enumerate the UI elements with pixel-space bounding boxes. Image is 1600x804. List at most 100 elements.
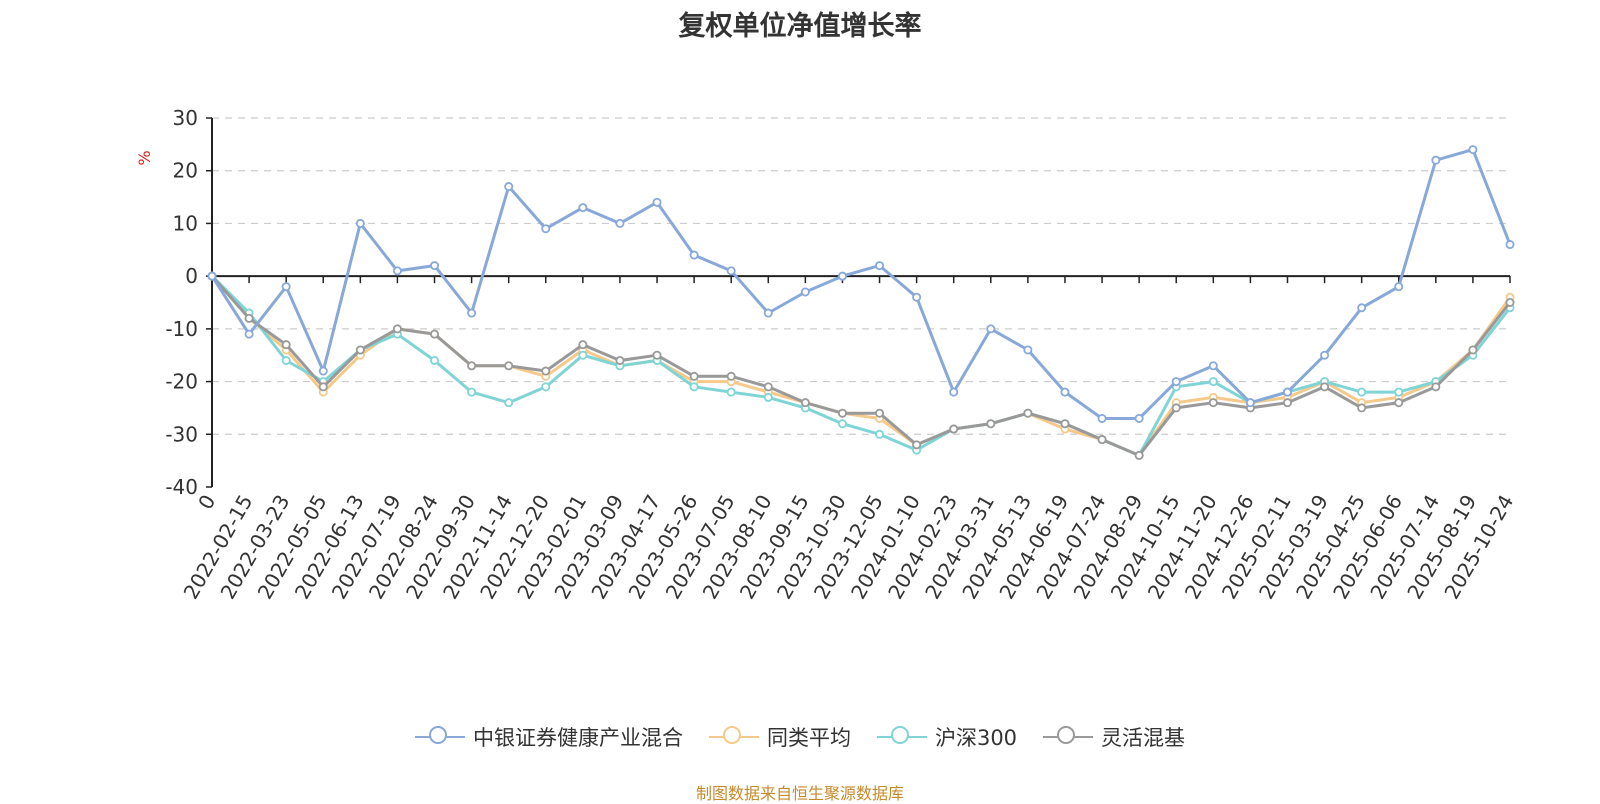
legend-item[interactable]: 灵活混基 [1043,722,1185,752]
series-layer [207,145,1515,460]
legend-marker-icon [708,725,759,749]
data-point [578,340,588,350]
data-point [392,324,402,334]
series-line [210,275,1512,457]
data-point [430,261,440,271]
data-point [1394,387,1404,397]
data-point [800,287,810,297]
data-point [1097,435,1107,445]
data-point [689,371,699,381]
data-point [1431,155,1441,165]
data-point [1282,387,1292,397]
data-point [1245,398,1255,408]
data-point [430,329,440,339]
data-point [837,408,847,418]
legend-marker-icon [1043,725,1094,749]
data-point [837,271,847,281]
data-point [504,398,514,408]
data-point [504,361,514,371]
data-point [1060,387,1070,397]
data-point [1208,377,1218,387]
data-point [541,382,551,392]
data-point [837,419,847,429]
y-tick-label: -10 [165,317,198,341]
series-line [210,275,1512,457]
chart-title: 复权单位净值增长率 [678,11,922,42]
data-point [912,440,922,450]
data-point [430,355,440,365]
data-source-note: 制图数据来自恒生聚源数据库 [695,784,904,803]
data-point [763,392,773,402]
data-point [1320,382,1330,392]
data-point [689,382,699,392]
data-point [986,419,996,429]
legend-item[interactable]: 沪深300 [876,722,1018,752]
series-line [210,148,1512,420]
data-point [281,355,291,365]
data-point [318,366,328,376]
data-point [726,371,736,381]
data-point [244,313,254,323]
data-point [578,350,588,360]
data-point [763,382,773,392]
data-point [281,340,291,350]
data-point [1023,408,1033,418]
data-point [1134,450,1144,460]
legend-label: 沪深300 [934,726,1018,750]
data-point [1023,345,1033,355]
data-point [318,382,328,392]
legend-item[interactable]: 中银证券健康产业混合 [414,722,683,752]
legend-marker-icon [414,725,465,749]
data-point [1171,403,1181,413]
data-point [875,408,885,418]
data-point [1134,413,1144,423]
y-tick-label: 20 [173,159,198,183]
data-point [467,361,477,371]
data-point [1208,361,1218,371]
data-point [1171,377,1181,387]
data-point [763,308,773,318]
data-point [652,197,662,207]
data-point [578,203,588,213]
data-point [467,308,477,318]
data-point [1394,398,1404,408]
y-tick-label: 10 [173,211,198,235]
data-point [1060,419,1070,429]
legend-item[interactable]: 同类平均 [708,722,851,752]
y-tick-label: 30 [173,106,198,130]
axis-layer: 3020100-10-20-30-4002022-02-152022-03-23… [165,106,1518,603]
data-point [912,292,922,302]
legend-label: 中银证券健康产业混合 [472,726,683,750]
y-tick-label: 0 [185,264,198,288]
data-point [875,429,885,439]
data-point [1282,398,1292,408]
y-tick-label: -20 [165,370,198,394]
data-point [615,355,625,365]
data-point [726,266,736,276]
data-point [541,366,551,376]
data-point [1357,403,1367,413]
data-point [1505,297,1515,307]
data-point [1394,282,1404,292]
data-point [949,387,959,397]
data-point [541,224,551,234]
data-point [1097,413,1107,423]
data-point [1431,382,1441,392]
legend-label: 灵活混基 [1101,726,1186,750]
y-tick-label: -40 [165,475,198,499]
legend: 中银证券健康产业混合 同类平均 沪深300 灵活混基 [0,722,1600,752]
data-point [875,261,885,271]
data-point [726,387,736,397]
data-point [1468,145,1478,155]
data-point [1320,350,1330,360]
data-point [689,250,699,260]
y-axis-unit-label: % [135,150,154,165]
data-point [244,329,254,339]
data-point [615,218,625,228]
legend-label: 同类平均 [766,726,851,750]
x-tick-label: 0 [193,491,220,514]
data-point [1357,303,1367,313]
data-point [392,266,402,276]
data-point [1357,387,1367,397]
